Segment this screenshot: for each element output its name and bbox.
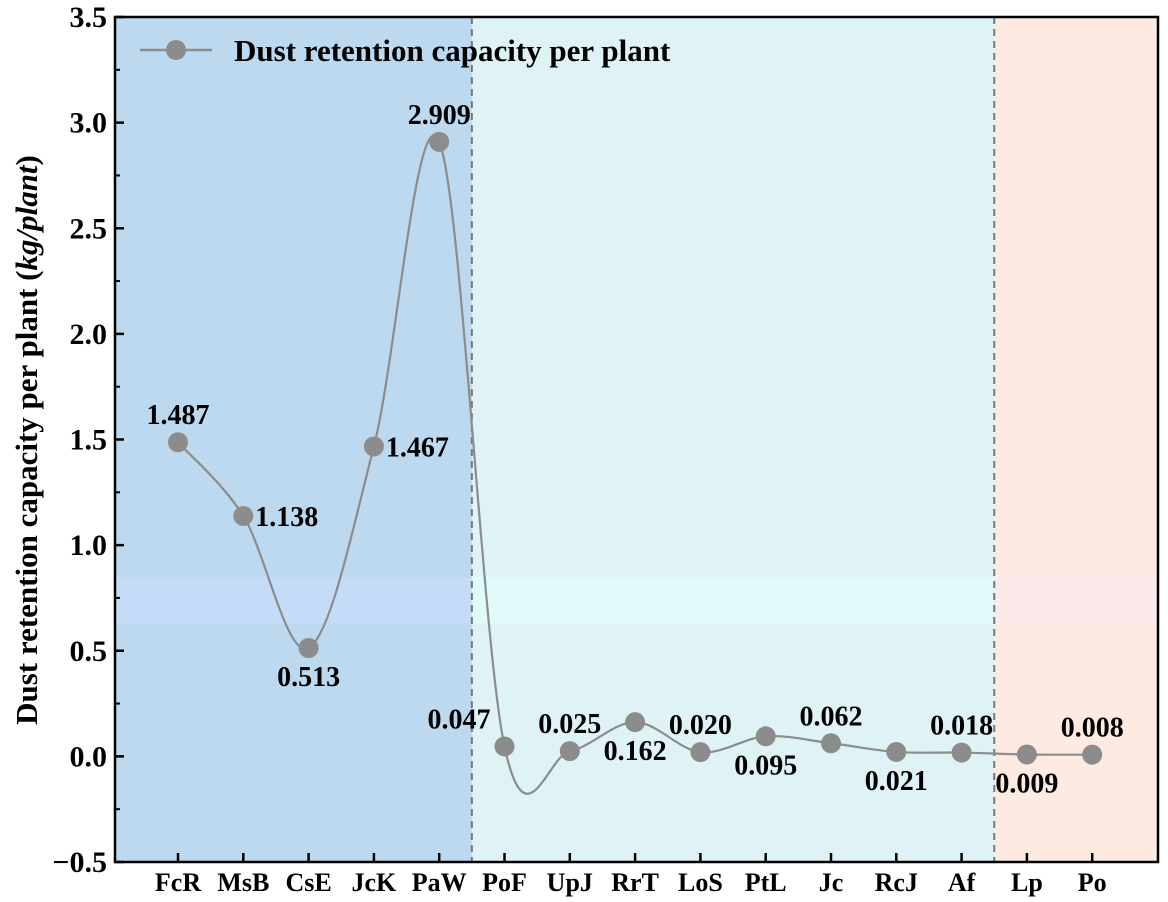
series-markers bbox=[168, 131, 1103, 765]
data-point-UpJ[interactable] bbox=[559, 741, 580, 762]
x-tick-label-UpJ: UpJ bbox=[547, 868, 593, 897]
y-axis-title-close: ) bbox=[9, 155, 44, 165]
data-point-LoS[interactable] bbox=[690, 742, 711, 763]
y-tick-label: 0.0 bbox=[70, 740, 108, 773]
data-label-PaW: 2.909 bbox=[408, 100, 471, 131]
x-tick-label-RrT: RrT bbox=[611, 868, 659, 897]
data-label-RrT: 0.162 bbox=[604, 736, 667, 767]
x-tick-label-Po: Po bbox=[1078, 868, 1107, 897]
data-point-PtL[interactable] bbox=[755, 726, 776, 747]
data-point-CsE[interactable] bbox=[298, 638, 319, 659]
y-axis-ticks: −0.5 0.0 0.5 1.0 1.5 2.0 2.5 3.0 3.5 bbox=[52, 1, 124, 879]
x-tick-label-CsE: CsE bbox=[285, 868, 331, 897]
data-label-Jc: 0.062 bbox=[800, 701, 863, 732]
y-tick-label: 3.0 bbox=[70, 107, 108, 140]
data-label-JcK: 1.467 bbox=[386, 432, 449, 463]
data-point-MsB[interactable] bbox=[233, 505, 254, 526]
region-dividers bbox=[470, 17, 996, 862]
data-label-FcR: 1.487 bbox=[147, 400, 210, 431]
x-tick-label-LoS: LoS bbox=[678, 868, 723, 897]
data-label-PoF: 0.047 bbox=[428, 704, 491, 735]
x-tick-label-MsB: MsB bbox=[217, 868, 269, 897]
legend: Dust retention capacity per plant bbox=[140, 33, 671, 68]
data-label-MsB: 1.138 bbox=[255, 502, 318, 533]
data-point-RrT[interactable] bbox=[625, 712, 646, 733]
data-point-Lp[interactable] bbox=[1016, 744, 1037, 765]
data-label-PtL: 0.095 bbox=[734, 750, 797, 781]
x-tick-label-PtL: PtL bbox=[745, 868, 787, 897]
legend-label: Dust retention capacity per plant bbox=[234, 33, 671, 68]
region-2 bbox=[471, 17, 995, 862]
data-label-Af: 0.018 bbox=[930, 711, 993, 742]
y-tick-label: 2.0 bbox=[70, 318, 108, 351]
data-label-CsE: 0.513 bbox=[277, 662, 340, 693]
y-tick-label: 1.0 bbox=[70, 529, 108, 562]
y-tick-label: 3.5 bbox=[70, 1, 108, 34]
x-tick-label-PoF: PoF bbox=[482, 868, 527, 897]
data-label-Po: 0.008 bbox=[1061, 713, 1124, 744]
data-point-Jc[interactable] bbox=[821, 733, 841, 754]
data-label-UpJ: 0.025 bbox=[538, 709, 601, 740]
x-tick-label-PaW: PaW bbox=[412, 868, 467, 897]
x-tick-label-FcR: FcR bbox=[155, 868, 201, 897]
band-segment-3 bbox=[994, 576, 1158, 624]
y-tick-label: 1.5 bbox=[70, 424, 108, 457]
data-point-PoF[interactable] bbox=[494, 736, 515, 757]
data-point-RcJ[interactable] bbox=[886, 741, 907, 762]
data-label-RcJ: 0.021 bbox=[865, 766, 928, 797]
y-tick-label: −0.5 bbox=[52, 846, 107, 879]
x-tick-label-Jc: Jc bbox=[819, 868, 844, 897]
y-axis-title-unit: kg/plant bbox=[9, 164, 44, 270]
x-tick-label-Af: Af bbox=[948, 868, 976, 897]
y-axis-title-text: Dust retention capacity per plant ( bbox=[9, 271, 44, 725]
data-point-Af[interactable] bbox=[951, 742, 972, 763]
x-tick-label-Lp: Lp bbox=[1011, 868, 1043, 897]
band-segment-1 bbox=[115, 576, 472, 624]
x-tick-label-RcJ: RcJ bbox=[875, 868, 918, 897]
band-segment-2 bbox=[471, 576, 995, 624]
data-point-Po[interactable] bbox=[1082, 744, 1103, 765]
x-tick-label-JcK: JcK bbox=[352, 868, 398, 897]
y-tick-label: 0.5 bbox=[70, 635, 108, 668]
data-label-LoS: 0.020 bbox=[669, 710, 732, 741]
data-point-JcK[interactable] bbox=[363, 436, 384, 457]
legend-marker-sample bbox=[166, 40, 186, 60]
highlight-band bbox=[115, 576, 1158, 624]
data-point-FcR[interactable] bbox=[168, 432, 188, 453]
region-3 bbox=[994, 17, 1158, 862]
data-labels: 1.487 1.138 0.513 1.467 2.909 0.047 0.0250.162… bbox=[147, 100, 1124, 800]
y-axis-title: Dust retention capacity per plant (kg/pl… bbox=[9, 155, 44, 725]
data-point-PaW[interactable] bbox=[429, 131, 450, 152]
y-tick-label: 2.5 bbox=[70, 212, 108, 245]
x-axis-ticks: FcR MsB CsE JcK PaW PoF UpJ RrT LoS PtL Jc RcJ Af Lp P… bbox=[155, 853, 1107, 897]
data-label-Lp: 0.009 bbox=[995, 768, 1058, 799]
background-regions bbox=[115, 17, 1158, 862]
